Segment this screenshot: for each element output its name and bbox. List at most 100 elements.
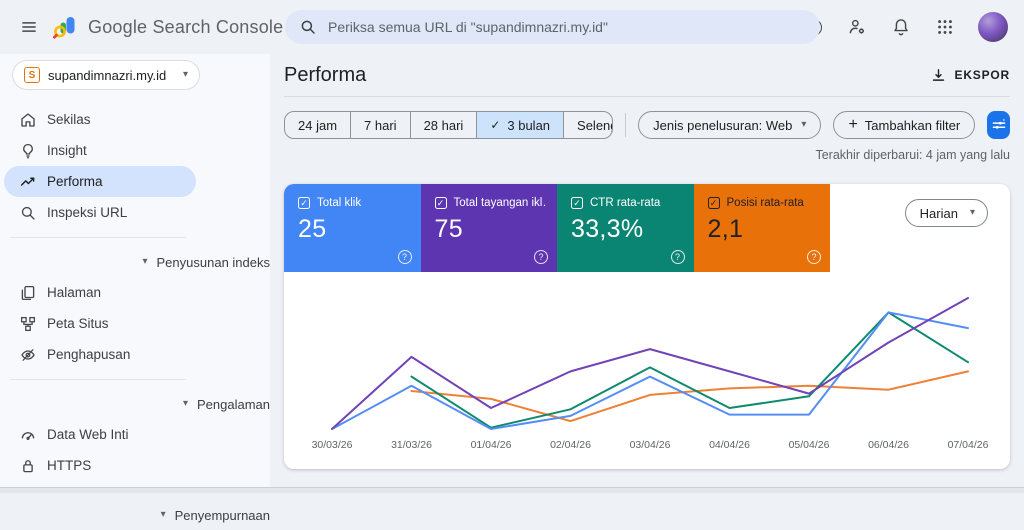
svg-text:07/04/26: 07/04/26 bbox=[948, 439, 989, 451]
topbar-actions: ? bbox=[794, 8, 1008, 46]
saved-filters-button[interactable] bbox=[987, 111, 1010, 139]
search-icon bbox=[299, 18, 317, 36]
metric-label: Total klik bbox=[317, 197, 362, 209]
svg-text:03/04/26: 03/04/26 bbox=[630, 439, 671, 451]
metric-label: Total tayangan ikl… bbox=[453, 197, 548, 209]
download-icon bbox=[930, 67, 947, 84]
menu-button[interactable] bbox=[10, 8, 48, 46]
lightbulb-icon bbox=[19, 142, 37, 160]
checkbox-checked-icon[interactable]: ✓ bbox=[298, 197, 310, 209]
user-settings-icon bbox=[847, 17, 867, 37]
svg-text:06/04/26: 06/04/26 bbox=[868, 439, 909, 451]
export-button[interactable]: EKSPOR bbox=[930, 67, 1010, 84]
help-icon[interactable]: ? bbox=[807, 250, 821, 264]
check-icon: ✓ bbox=[490, 118, 501, 132]
metric-total-klik[interactable]: ✓ Total klik 25 ? bbox=[284, 184, 421, 272]
lock-icon bbox=[19, 457, 37, 475]
date-range-3-bulan[interactable]: ✓ 3 bulan bbox=[476, 112, 564, 138]
app-logo[interactable]: Google Search Console bbox=[52, 14, 283, 40]
sidebar-item-penghapusan[interactable]: Penghapusan bbox=[4, 339, 196, 370]
notifications-button[interactable] bbox=[882, 8, 920, 46]
checkbox-checked-icon[interactable]: ✓ bbox=[707, 197, 720, 209]
chart-area: 30/03/26 31/03/26 01/04/26 02/04/26 03/04/26… bbox=[284, 272, 1010, 469]
main-content: Performa EKSPOR 24 jam 7 hari 28 hari ✓ … bbox=[270, 54, 1024, 493]
svg-text:31/03/26: 31/03/26 bbox=[391, 439, 432, 451]
divider bbox=[10, 237, 186, 238]
url-inspection-bar[interactable] bbox=[285, 10, 820, 44]
metric-label: CTR rata-rata bbox=[590, 197, 661, 209]
last-updated-label: Terakhir diperbarui: 4 jam yang lalu bbox=[815, 148, 1010, 162]
apps-grid-icon bbox=[935, 17, 955, 37]
manage-users-button[interactable] bbox=[838, 8, 876, 46]
help-icon[interactable]: ? bbox=[534, 250, 548, 264]
svg-text:02/04/26: 02/04/26 bbox=[550, 439, 591, 451]
chevron-down-icon: ▾ bbox=[969, 207, 975, 218]
svg-text:04/04/26: 04/04/26 bbox=[709, 439, 750, 451]
add-filter-button[interactable]: + Tambahkan filter bbox=[833, 111, 976, 139]
divider bbox=[10, 379, 186, 380]
chevron-down-icon: ▾ bbox=[182, 398, 188, 409]
apps-grid-button[interactable] bbox=[926, 8, 964, 46]
sidebar-item-peta-situs[interactable]: Peta Situs bbox=[4, 308, 196, 339]
metric-value: 75 bbox=[434, 215, 463, 243]
metric-posisi[interactable]: ✓ Posisi rata-rata 2,1 ? bbox=[693, 184, 830, 272]
metric-value: 25 bbox=[298, 215, 327, 243]
sidebar-section-penyusunan-indeks[interactable]: ▾ Penyusunan indeks bbox=[142, 254, 270, 270]
eye-off-icon bbox=[19, 346, 37, 364]
plus-icon: + bbox=[848, 116, 858, 133]
sidebar-item-data-web-inti[interactable]: Data Web Inti bbox=[4, 419, 196, 450]
date-range-24-jam[interactable]: 24 jam bbox=[298, 117, 338, 133]
help-icon[interactable]: ? bbox=[670, 250, 685, 264]
metric-total-tayangan[interactable]: ✓ Total tayangan ikl… 75 ? bbox=[420, 184, 557, 272]
sidebar: S supandimnazri.my.id ▾ Sekilas Insight … bbox=[0, 54, 270, 523]
site-favicon: S bbox=[24, 67, 40, 83]
avatar[interactable] bbox=[978, 12, 1008, 42]
svg-text:30/03/26: 30/03/26 bbox=[312, 439, 353, 451]
search-type-filter[interactable]: Jenis penelusuran: Web ▾ bbox=[638, 111, 822, 139]
bell-icon bbox=[891, 17, 911, 37]
svg-text:05/04/26: 05/04/26 bbox=[789, 439, 830, 451]
chevron-down-icon: ▾ bbox=[182, 69, 188, 80]
hamburger-icon bbox=[19, 17, 39, 37]
svg-text:01/04/26: 01/04/26 bbox=[471, 439, 512, 451]
bottom-scrollbar[interactable] bbox=[0, 487, 1024, 493]
page-title: Performa bbox=[284, 63, 367, 86]
property-selector[interactable]: S supandimnazri.my.id ▾ bbox=[12, 60, 200, 90]
performance-chart[interactable]: 30/03/26 31/03/26 01/04/26 02/04/26 03/04/26… bbox=[284, 272, 1010, 469]
chevron-down-icon: ▾ bbox=[142, 256, 148, 267]
help-icon[interactable]: ? bbox=[397, 250, 412, 264]
page-header: Performa EKSPOR bbox=[284, 54, 1010, 97]
gauge-icon bbox=[19, 426, 37, 444]
sidebar-item-https[interactable]: HTTPS bbox=[4, 450, 196, 481]
checkbox-checked-icon[interactable]: ✓ bbox=[571, 197, 583, 209]
date-range-28-hari[interactable]: 28 hari bbox=[409, 112, 477, 138]
date-range-selengkapnya[interactable]: Selengkapnya ▾ bbox=[563, 112, 612, 138]
metric-value: 33,3% bbox=[571, 215, 644, 243]
topbar: Google Search Console ? bbox=[0, 0, 1024, 54]
checkbox-checked-icon[interactable]: ✓ bbox=[434, 197, 447, 209]
search-console-logo-icon bbox=[52, 14, 78, 40]
metric-value: 2,1 bbox=[707, 215, 744, 243]
sidebar-item-sekilas[interactable]: Sekilas bbox=[4, 104, 196, 135]
metric-ctr[interactable]: ✓ CTR rata-rata 33,3% ? bbox=[557, 184, 694, 272]
metric-label: Posisi rata-rata bbox=[726, 197, 804, 209]
sidebar-section-penyempurnaan[interactable]: ▾ Penyempurnaan bbox=[160, 507, 270, 523]
sidebar-item-halaman[interactable]: Halaman bbox=[4, 277, 196, 308]
performance-card: ✓ Total klik 25 ? ✓ Total tayangan ikl… … bbox=[284, 184, 1010, 469]
chevron-down-icon: ▾ bbox=[801, 119, 807, 130]
sitemap-icon bbox=[19, 315, 37, 333]
property-name: supandimnazri.my.id bbox=[48, 67, 167, 83]
sidebar-item-inspeksi-url[interactable]: Inspeksi URL bbox=[4, 197, 196, 228]
home-icon bbox=[19, 111, 37, 129]
granularity-dropdown[interactable]: Harian ▾ bbox=[904, 199, 988, 227]
metric-cards: ✓ Total klik 25 ? ✓ Total tayangan ikl… … bbox=[284, 184, 1010, 272]
sidebar-item-performa[interactable]: Performa bbox=[4, 166, 196, 197]
tune-filter-icon bbox=[990, 116, 1008, 134]
sidebar-item-insight[interactable]: Insight bbox=[4, 135, 196, 166]
url-inspection-input[interactable] bbox=[328, 19, 810, 35]
app-title: Google Search Console bbox=[88, 16, 284, 37]
date-range-7-hari[interactable]: 7 hari bbox=[350, 112, 410, 138]
sidebar-section-pengalaman[interactable]: ▾ Pengalaman bbox=[182, 396, 270, 412]
performance-icon bbox=[19, 173, 37, 191]
sidebar-nav: Sekilas Insight Performa Inspeksi URL ▾ … bbox=[0, 104, 270, 530]
